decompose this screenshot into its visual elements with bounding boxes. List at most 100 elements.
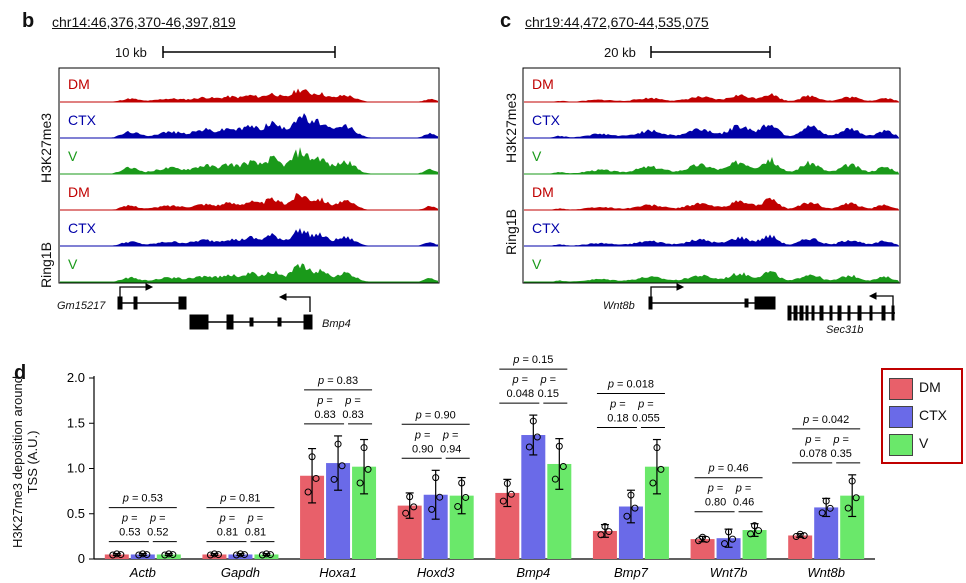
- p-value-right-actb: 0.52: [147, 527, 168, 539]
- data-point: [551, 475, 559, 483]
- p-value-right-hoxd3: 0.94: [440, 443, 461, 455]
- data-point: [432, 474, 440, 482]
- data-point: [601, 523, 609, 531]
- data-point: [559, 463, 567, 471]
- panel-c-track-label-dm-ring1b: DM: [532, 184, 554, 200]
- data-point: [533, 433, 541, 441]
- data-point: [605, 528, 613, 536]
- y-tick-label-4: 2.0: [67, 370, 85, 385]
- p-value-overall-actb: p = 0.53: [122, 493, 163, 505]
- gene-label-gm15217: Gm15217: [57, 300, 106, 312]
- data-point: [312, 474, 320, 482]
- data-point: [304, 488, 312, 496]
- signal-track-panel-b-0: [60, 88, 438, 102]
- panel-c-coordinates: chr19:44,472,670-44,535,075: [525, 14, 709, 30]
- panel-c-scale-bar: [650, 46, 771, 58]
- p-value-overall-wnt8b: p = 0.042: [802, 414, 849, 426]
- x-tick-label-hoxa1: Hoxa1: [319, 565, 357, 580]
- panel-b-label: b: [22, 10, 35, 32]
- data-point: [747, 530, 755, 538]
- data-point: [406, 493, 414, 501]
- data-point: [232, 551, 240, 559]
- data-point: [751, 522, 759, 530]
- data-point: [334, 440, 342, 448]
- panel-c-scale-label: 20 kb: [604, 45, 636, 60]
- data-point: [165, 550, 173, 558]
- panel-c-track-label-v-h3k27me3: V: [532, 148, 542, 164]
- data-point: [729, 535, 737, 543]
- panel-c-label: c: [500, 10, 512, 32]
- data-point: [169, 551, 177, 559]
- data-point: [364, 465, 372, 473]
- data-point: [631, 504, 639, 512]
- y-tick-label-0: 0: [78, 551, 85, 566]
- gene-model-sec31b: [787, 292, 895, 321]
- data-point: [139, 550, 147, 558]
- panel-b-coordinates: chr14:46,376,370-46,397,819: [52, 14, 236, 30]
- p-value-overall-wnt7b: p = 0.46: [708, 463, 749, 475]
- p-prefix: p =: [540, 374, 557, 386]
- data-point: [755, 527, 763, 535]
- x-tick-label-hoxd3: Hoxd3: [417, 565, 455, 580]
- data-point: [210, 550, 218, 558]
- p-prefix: p =: [609, 399, 626, 411]
- p-prefix: p =: [735, 483, 752, 495]
- data-point: [454, 503, 462, 511]
- p-prefix: p =: [316, 395, 333, 407]
- signal-track-panel-c-3: [524, 197, 899, 210]
- data-point: [428, 505, 436, 513]
- p-prefix: p =: [247, 513, 264, 525]
- data-point: [800, 532, 808, 540]
- legend-swatch-v: [889, 434, 913, 456]
- legend-label-ctx: CTX: [919, 407, 947, 423]
- bar-chart: 0 0.5 1.0 1.5 2.0 Actb 0.53 0.52 p = p = p = 0.53 G…: [67, 354, 875, 580]
- data-point: [338, 462, 346, 470]
- gene-model-gm15217: [117, 283, 187, 310]
- gene-label-bmp4: Bmp4: [322, 318, 351, 330]
- panel-c-track-label-v-ring1b: V: [532, 256, 542, 272]
- data-point: [796, 530, 804, 538]
- data-point: [436, 493, 444, 501]
- p-value-left-wnt7b: 0.80: [705, 497, 726, 509]
- signal-track-panel-b-1: [60, 113, 438, 138]
- data-point: [356, 479, 364, 487]
- x-tick-label-wnt7b: Wnt7b: [710, 565, 748, 580]
- genome-browser-tracks: [58, 46, 901, 330]
- data-point: [262, 550, 270, 558]
- signal-track-panel-c-1: [524, 124, 899, 138]
- p-value-left-bmp7: 0.18: [607, 413, 628, 425]
- panel-b-scale-bar: [162, 46, 336, 58]
- x-tick-label-wnt8b: Wnt8b: [807, 565, 845, 580]
- bar-wnt8b-dm: [788, 535, 813, 559]
- data-point: [143, 551, 151, 559]
- p-value-right-wnt8b: 0.35: [830, 448, 851, 460]
- data-point: [822, 497, 830, 505]
- p-value-right-bmp7: 0.055: [632, 413, 660, 425]
- p-value-overall-gapdh: p = 0.81: [219, 493, 260, 505]
- bar-wnt7b-dm: [690, 539, 715, 559]
- p-prefix: p =: [707, 483, 724, 495]
- gene-label-sec31b: Sec31b: [826, 324, 864, 336]
- p-prefix: p =: [442, 429, 459, 441]
- panel-b-track-label-v-ring1b: V: [68, 256, 78, 272]
- p-value-right-gapdh: 0.81: [245, 527, 266, 539]
- p-prefix: p =: [121, 513, 138, 525]
- p-value-right-bmp4: 0.15: [538, 388, 559, 400]
- panel-c-track-label-ctx-h3k27me3: CTX: [532, 112, 560, 128]
- p-prefix: p =: [637, 399, 654, 411]
- p-value-overall-bmp4: p = 0.15: [512, 354, 553, 366]
- signal-track-panel-c-5: [524, 271, 899, 282]
- data-point: [135, 551, 143, 559]
- data-point: [792, 533, 800, 541]
- data-point: [458, 479, 466, 487]
- signal-track-panel-c-2: [524, 156, 899, 174]
- p-value-left-bmp4: 0.048: [507, 388, 535, 400]
- data-point: [161, 551, 169, 559]
- data-point: [657, 465, 665, 473]
- panel-b-scale-label: 10 kb: [115, 45, 147, 60]
- p-prefix: p =: [149, 513, 166, 525]
- data-point: [597, 531, 605, 539]
- data-point: [402, 509, 410, 517]
- legend-swatch-dm: [889, 378, 913, 400]
- panel-c-track-label-dm-h3k27me3: DM: [532, 76, 554, 92]
